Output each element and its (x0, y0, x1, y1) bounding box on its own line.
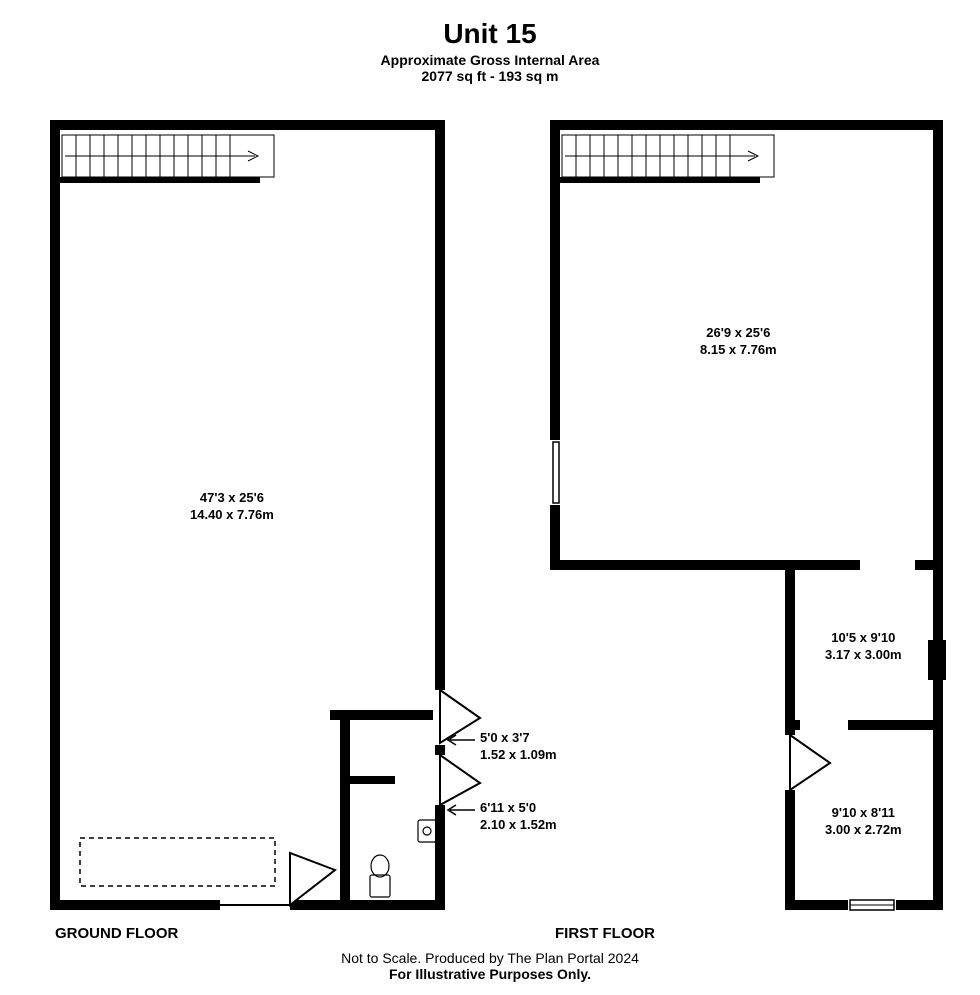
first-floor-label: FIRST FLOOR (555, 925, 655, 942)
footer-line1: Not to Scale. Produced by The Plan Porta… (0, 950, 980, 966)
gf-main-dims: 47'3 x 25'6 14.40 x 7.76m (190, 490, 274, 524)
ff-mid-dims: 10'5 x 9'10 3.17 x 3.00m (825, 630, 902, 664)
gf-small-top-dims: 5'0 x 3'7 1.52 x 1.09m (480, 730, 557, 764)
gf-small-bot-dims: 6'11 x 5'0 2.10 x 1.52m (480, 800, 557, 834)
floorplan-canvas (0, 0, 980, 995)
ground-floor-label: GROUND FLOOR (55, 925, 178, 942)
footer-line2: For Illustrative Purposes Only. (0, 966, 980, 982)
ff-main-dims: 26'9 x 25'6 8.15 x 7.76m (700, 325, 777, 359)
ff-bot-dims: 9'10 x 8'11 3.00 x 2.72m (825, 805, 902, 839)
